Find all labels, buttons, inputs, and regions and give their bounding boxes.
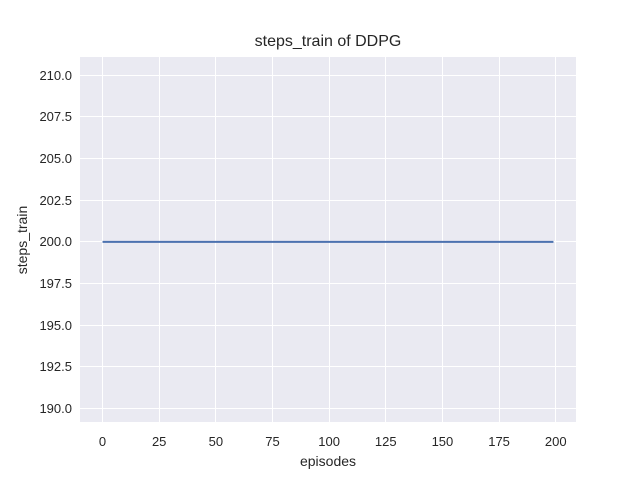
x-tick-label: 0 <box>98 434 107 449</box>
y-tick-label: 197.5 <box>39 276 72 292</box>
y-tick-label: 200.0 <box>39 234 72 250</box>
x-gridline <box>555 57 557 422</box>
x-tick-label: 125 <box>374 434 397 449</box>
y-tick-label: 207.5 <box>39 109 72 125</box>
y-gridline <box>80 74 576 76</box>
y-tick-label: 205.0 <box>39 150 72 166</box>
x-gridline <box>441 57 443 422</box>
y-gridline <box>80 116 576 118</box>
x-gridline <box>498 57 500 422</box>
x-tick-label: 75 <box>265 434 280 449</box>
x-gridline <box>102 57 104 422</box>
y-gridline <box>80 157 576 159</box>
y-gridline <box>80 324 576 326</box>
x-tick-label: 50 <box>208 434 224 449</box>
y-gridline <box>80 408 576 410</box>
x-axis-label: episodes <box>299 453 357 469</box>
y-tick-label: 210.0 <box>39 67 72 83</box>
x-tick-label: 200 <box>544 434 567 449</box>
x-gridline <box>385 57 387 422</box>
chart-title: steps_train of DDPG <box>254 33 402 50</box>
plot-area <box>80 57 576 422</box>
y-gridline <box>80 283 576 285</box>
x-tick-label: 25 <box>151 434 167 449</box>
x-gridline <box>158 57 160 422</box>
y-tick-label: 190.0 <box>39 401 72 417</box>
x-gridline <box>271 57 273 422</box>
series-layer <box>102 240 554 243</box>
x-gridline <box>215 57 217 422</box>
y-tick-label: 192.5 <box>39 359 72 375</box>
x-gridline <box>328 57 330 422</box>
y-gridline <box>80 199 576 201</box>
y-tick-label: 195.0 <box>39 317 72 333</box>
x-tick-label: 175 <box>488 434 510 449</box>
y-tick-label: 202.5 <box>39 192 72 208</box>
x-tick-label: 100 <box>318 434 340 449</box>
y-gridline <box>80 366 576 368</box>
x-tick-label: 150 <box>431 434 454 449</box>
